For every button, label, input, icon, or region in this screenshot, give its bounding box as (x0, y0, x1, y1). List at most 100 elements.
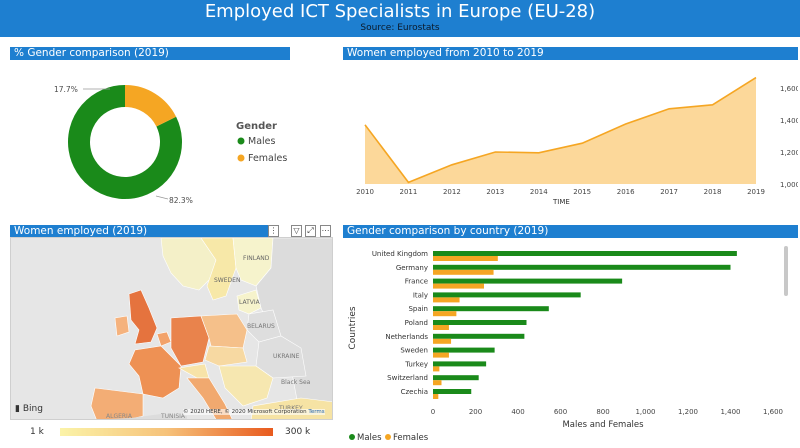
bar-males[interactable] (433, 306, 549, 312)
map-region-italy[interactable] (186, 377, 233, 420)
trend-y-tick: 1,000 (780, 181, 798, 189)
color-scale-bar (60, 428, 273, 436)
country-label: Netherlands (385, 333, 428, 341)
country-x-tick: 1,000 (635, 408, 655, 416)
expand-icon[interactable]: ⤢ (305, 225, 316, 237)
country-label: Poland (405, 319, 428, 327)
males-legend-dot (237, 137, 245, 145)
bar-males[interactable] (433, 389, 472, 394)
map-region-france[interactable] (128, 345, 182, 399)
country-x-tick: 200 (469, 408, 482, 416)
bar-females[interactable] (433, 352, 449, 358)
legend-females-label[interactable]: Females (393, 433, 429, 443)
country-x-tick: 800 (596, 408, 609, 416)
bar-males[interactable] (433, 375, 479, 381)
country-label: United Kingdom (372, 250, 428, 258)
bar-females[interactable] (433, 380, 442, 386)
report-title: Employed ICT Specialists in Europe (EU-2… (204, 1, 596, 22)
bar-females[interactable] (433, 269, 494, 275)
trend-x-tick: 2016 (617, 188, 635, 196)
bing-label: Bing (22, 404, 43, 414)
donut-slice-females[interactable] (124, 85, 177, 128)
country-x-axis-title: Males and Females (562, 420, 644, 430)
map-label-algeria: ALGERIA (106, 413, 133, 420)
country-label: Italy (413, 291, 428, 299)
males-leader-line (155, 195, 169, 200)
bar-males[interactable] (433, 361, 487, 367)
gender-panel-title: % Gender comparison (2019) (10, 47, 290, 60)
map-region-germany[interactable] (170, 315, 210, 367)
males-legend-label[interactable]: Males (248, 136, 276, 147)
bar-males[interactable] (433, 292, 581, 298)
map-region-balkans[interactable] (218, 365, 274, 407)
map-label-ukraine: UKRAINE (273, 353, 300, 360)
europe-map[interactable]: SWEDEN FINLAND LATVIA BELARUS UKRAINE Bl… (10, 237, 333, 420)
report-header: Employed ICT Specialists in Europe (EU-2… (0, 0, 800, 37)
map-label-finland: FINLAND (243, 255, 270, 262)
trend-y-tick: 1,200 (780, 149, 798, 157)
trend-area-fill (365, 77, 756, 184)
legend-males-dot (349, 434, 355, 440)
country-label: Sweden (400, 347, 428, 355)
country-y-axis-title: Countries (348, 306, 358, 349)
bar-males[interactable] (433, 251, 737, 256)
map-region-ireland[interactable] (114, 315, 130, 337)
country-label: Spain (408, 305, 428, 313)
trend-x-tick: 2010 (356, 188, 374, 196)
bar-females[interactable] (433, 256, 498, 261)
map-region-uk[interactable] (128, 289, 158, 345)
bar-females[interactable] (433, 338, 452, 344)
bing-logo: ▮ Bing (15, 404, 43, 414)
focus-mode-icon[interactable]: ⋮ (268, 225, 279, 237)
females-legend-dot (237, 154, 245, 162)
bar-males[interactable] (433, 320, 527, 325)
bar-females[interactable] (433, 394, 439, 399)
bing-icon: ▮ (15, 404, 20, 414)
country-x-tick: 0 (431, 408, 435, 416)
map-canvas: SWEDEN FINLAND LATVIA BELARUS UKRAINE Bl… (11, 238, 332, 420)
gender-legend-title: Gender (236, 121, 277, 132)
trend-x-tick: 2014 (530, 188, 548, 196)
bar-females[interactable] (433, 366, 440, 372)
map-terms-link[interactable]: Terms (308, 409, 325, 415)
bar-females[interactable] (433, 297, 460, 303)
trend-x-tick: 2013 (486, 188, 504, 196)
bar-females[interactable] (433, 311, 457, 317)
country-panel-title: Gender comparison by country (2019) (343, 225, 798, 238)
bar-females[interactable] (433, 325, 449, 330)
trend-x-tick: 2011 (400, 188, 418, 196)
country-label: Turkey (404, 360, 428, 368)
more-options-icon[interactable]: ⋯ (320, 225, 331, 237)
country-label: France (405, 278, 428, 286)
map-region-north-africa (111, 414, 187, 419)
bar-males[interactable] (433, 347, 495, 353)
country-x-tick: 1,400 (720, 408, 740, 416)
map-label-sweden: SWEDEN (214, 277, 240, 284)
chart-scrollbar[interactable] (784, 246, 788, 296)
map-copyright: © 2020 HERE, © 2020 Microsoft Corporatio… (183, 409, 325, 415)
map-region-spain[interactable] (90, 387, 144, 420)
bar-males[interactable] (433, 264, 731, 270)
map-copyright-text: © 2020 HERE, © 2020 Microsoft Corporatio… (183, 409, 307, 415)
bar-females[interactable] (433, 283, 484, 289)
map-label-black-sea: Black Sea (281, 379, 311, 386)
trend-line[interactable] (364, 76, 757, 184)
bar-males[interactable] (433, 333, 525, 339)
women-trend-chart: 2010 2011 2012 2013 2014 2015 2016 2017 2018 2019… (356, 76, 798, 206)
country-x-tick: 1,200 (678, 408, 698, 416)
trend-x-tick: 2019 (747, 188, 765, 196)
report-subtitle: Source: Eurostats (360, 23, 440, 33)
trend-y-tick: 1,400 (780, 117, 798, 125)
donut-slice-males[interactable] (68, 85, 182, 199)
map-region-baltics[interactable] (236, 289, 262, 315)
females-legend-label[interactable]: Females (248, 153, 287, 164)
trend-x-tick: 2018 (704, 188, 722, 196)
map-label-turkey: TURKEY (278, 405, 303, 412)
legend-males-label[interactable]: Males (357, 433, 382, 443)
trend-x-tick: 2012 (443, 188, 461, 196)
filter-icon[interactable]: ▽ (291, 225, 302, 237)
scale-max-label: 300 k (285, 427, 311, 437)
bar-males[interactable] (433, 278, 623, 284)
country-x-tick: 600 (554, 408, 567, 416)
map-region-czechia[interactable] (204, 345, 248, 367)
